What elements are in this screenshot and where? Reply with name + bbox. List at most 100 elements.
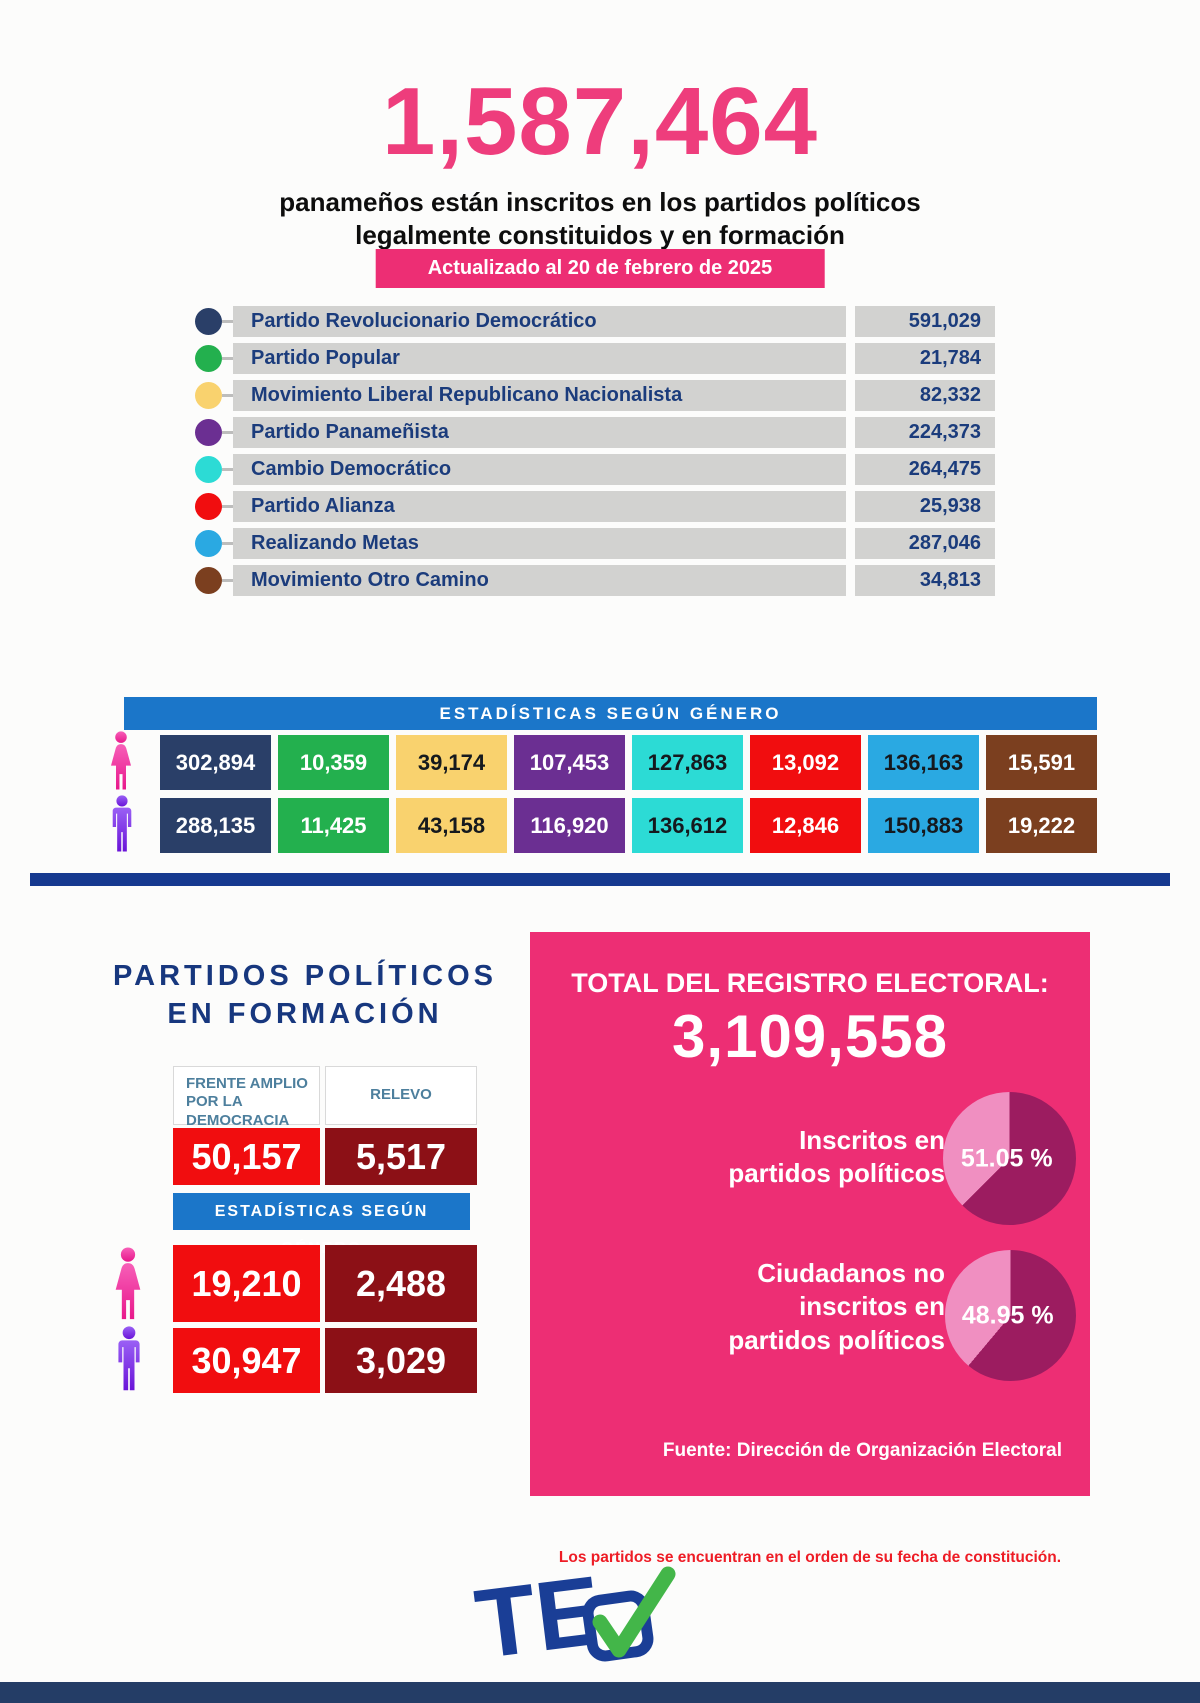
formation-female-row: 19,210 2,488 xyxy=(173,1245,477,1322)
party-total: 591,029 xyxy=(855,306,995,337)
dot-connector xyxy=(222,505,233,508)
segment-label-inscritos: Inscritos en partidos políticos xyxy=(728,1125,945,1189)
party-color-dot xyxy=(195,345,222,372)
male-icon xyxy=(118,1326,140,1391)
formation-header-row: FRENTE AMPLIO POR LA DEMOCRACIA RELEVO xyxy=(173,1066,477,1129)
party-row: Realizando Metas 287,046 xyxy=(195,528,995,559)
male-icon xyxy=(112,795,132,852)
tribunal-electoral-logo: TE xyxy=(470,1555,676,1670)
gender-cell: 13,092 xyxy=(750,735,861,790)
party-total: 264,475 xyxy=(855,454,995,485)
party-total: 82,332 xyxy=(855,380,995,411)
gender-cell: 19,222 xyxy=(986,798,1097,853)
registry-title: TOTAL DEL REGISTRO ELECTORAL: xyxy=(571,968,1049,998)
formation-title-line-2: EN FORMACIÓN xyxy=(167,998,443,1031)
formation-female-cell: 2,488 xyxy=(325,1245,477,1322)
party-color-dot xyxy=(195,382,222,409)
party-total: 25,938 xyxy=(855,491,995,522)
gender-cell: 302,894 xyxy=(160,735,271,790)
total-inscritos-number: 1,587,464 xyxy=(381,68,819,175)
pie-percentage-label: 48.95 % xyxy=(961,1301,1054,1329)
party-row: Movimiento Liberal Republicano Nacionali… xyxy=(195,380,995,411)
gender-cell: 107,453 xyxy=(514,735,625,790)
registry-total-number: 3,109,558 xyxy=(672,1003,948,1070)
dot-connector xyxy=(222,579,233,582)
party-name: Movimiento Liberal Republicano Nacionali… xyxy=(233,380,846,411)
dot-connector xyxy=(222,320,233,323)
formation-title-line-1: PARTIDOS POLÍTICOS xyxy=(112,960,498,992)
formation-female-cell: 19,210 xyxy=(173,1245,320,1322)
gender-cell: 15,591 xyxy=(986,735,1097,790)
gender-cell: 136,163 xyxy=(868,735,979,790)
subtitle: panameños están inscritos en los partido… xyxy=(0,186,1200,253)
formation-male-row: 30,947 3,029 xyxy=(173,1328,477,1393)
formation-column-header: RELEVO xyxy=(325,1066,477,1125)
party-color-dot xyxy=(195,493,222,520)
party-name: Partido Panameñista xyxy=(233,417,846,448)
formation-total-cell: 5,517 xyxy=(325,1128,477,1185)
bottom-bar xyxy=(0,1682,1200,1703)
party-row: Partido Panameñista 224,373 xyxy=(195,417,995,448)
party-row: Partido Revolucionario Democrático 591,0… xyxy=(195,306,995,337)
subtitle-line-1: panameños están inscritos en los partido… xyxy=(279,187,921,217)
gender-cell: 127,863 xyxy=(632,735,743,790)
party-name: Partido Revolucionario Democrático xyxy=(233,306,846,337)
dot-connector xyxy=(222,394,233,397)
gender-row-male: 288,135 11,425 43,158 116,920 136,612 12… xyxy=(160,798,1097,853)
dot-connector xyxy=(222,357,233,360)
formation-total-cell: 50,157 xyxy=(173,1128,320,1185)
dot-connector xyxy=(222,468,233,471)
party-row: Partido Alianza 25,938 xyxy=(195,491,995,522)
registry-total-box: TOTAL DEL REGISTRO ELECTORAL: 3,109,558 … xyxy=(530,932,1090,1496)
subtitle-line-2: legalmente constituidos y en formación xyxy=(355,220,845,251)
gender-row-female: 302,894 10,359 39,174 107,453 127,863 13… xyxy=(160,735,1097,790)
order-footnote: Los partidos se encuentran en el orden d… xyxy=(558,1549,1062,1566)
party-total: 224,373 xyxy=(855,417,995,448)
party-name: Partido Popular xyxy=(233,343,846,374)
pie-chart-no-inscritos: 48.95 % xyxy=(945,1250,1076,1381)
dot-connector xyxy=(222,431,233,434)
formation-totals-row: 50,157 5,517 xyxy=(173,1128,477,1185)
gender-cell: 150,883 xyxy=(868,798,979,853)
section-divider xyxy=(30,873,1170,886)
source-text: Fuente: Dirección de Organización Electo… xyxy=(662,1440,1062,1461)
party-total: 21,784 xyxy=(855,343,995,374)
party-color-dot xyxy=(195,530,222,557)
segment-label-no-inscritos: Ciudadanos no inscritos en partidos polí… xyxy=(728,1258,945,1355)
gender-cell: 39,174 xyxy=(396,735,507,790)
gender-stats-banner: ESTADÍSTICAS SEGÚN GÉNERO xyxy=(124,697,1097,730)
party-total: 34,813 xyxy=(855,565,995,596)
gender-cell: 10,359 xyxy=(278,735,389,790)
female-icon xyxy=(115,1247,141,1320)
gender-cell: 12,846 xyxy=(750,798,861,853)
party-total: 287,046 xyxy=(855,528,995,559)
party-name: Realizando Metas xyxy=(233,528,846,559)
party-color-dot xyxy=(195,308,222,335)
party-row: Partido Popular 21,784 xyxy=(195,343,995,374)
party-row: Movimiento Otro Camino 34,813 xyxy=(195,565,995,596)
gender-cell: 288,135 xyxy=(160,798,271,853)
female-icon xyxy=(111,731,131,790)
party-name: Partido Alianza xyxy=(233,491,846,522)
gender-cell: 116,920 xyxy=(514,798,625,853)
party-table: Partido Revolucionario Democrático 591,0… xyxy=(195,306,995,602)
formation-male-cell: 3,029 xyxy=(325,1328,477,1393)
formation-gender-banner: ESTADÍSTICAS SEGÚN GÉNERO xyxy=(173,1193,470,1257)
pie-percentage-label: 51.05 % xyxy=(960,1144,1053,1172)
party-color-dot xyxy=(195,456,222,483)
formation-column-header: FRENTE AMPLIO POR LA DEMOCRACIA xyxy=(173,1066,320,1129)
gender-cell: 11,425 xyxy=(278,798,389,853)
formation-title: PARTIDOS POLÍTICOS EN FORMACIÓN xyxy=(80,957,530,1034)
logo-checkmark-icon xyxy=(592,1566,676,1658)
dot-connector xyxy=(222,542,233,545)
formation-male-cell: 30,947 xyxy=(173,1328,320,1393)
party-row: Cambio Democrático 264,475 xyxy=(195,454,995,485)
gender-cell: 136,612 xyxy=(632,798,743,853)
party-color-dot xyxy=(195,419,222,446)
party-name: Movimiento Otro Camino xyxy=(233,565,846,596)
gender-cell: 43,158 xyxy=(396,798,507,853)
party-color-dot xyxy=(195,567,222,594)
pie-chart-inscritos: 51.05 % xyxy=(943,1092,1076,1225)
party-name: Cambio Democrático xyxy=(233,454,846,485)
